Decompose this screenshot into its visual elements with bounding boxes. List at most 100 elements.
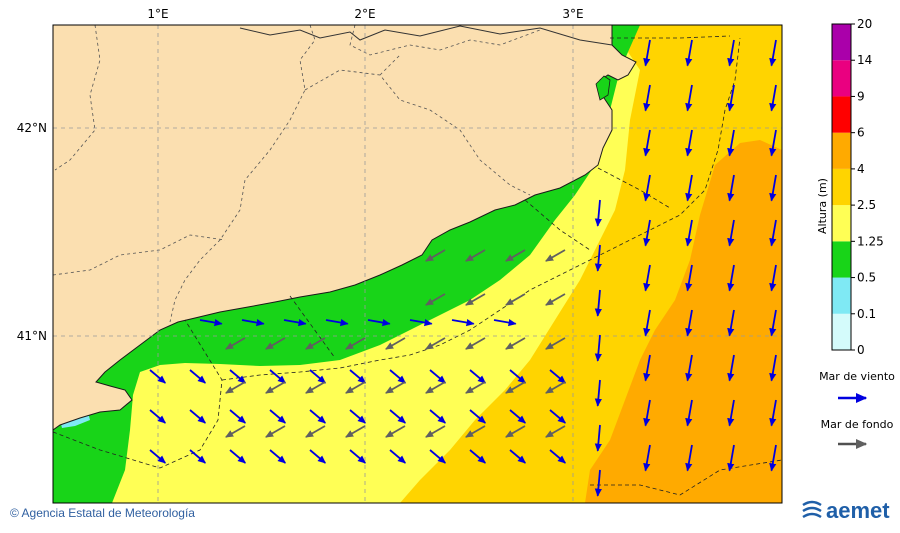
sea-zone-boundary xyxy=(597,167,671,209)
wind-sea-arrow-icon xyxy=(309,409,326,424)
wind-sea-arrow-icon xyxy=(309,369,326,384)
swell-arrow-icon xyxy=(345,425,366,438)
wind-sea-arrow-icon xyxy=(769,129,777,157)
swell-arrow-icon xyxy=(465,293,486,306)
swell-arrow-icon xyxy=(545,293,566,306)
wind-sea-arrow-icon xyxy=(367,319,391,327)
colorbar-segment xyxy=(832,96,851,133)
colorbar-tick-label: 4 xyxy=(857,162,865,176)
wind-sea-arrow-icon xyxy=(429,449,446,464)
wave-direction-arrows xyxy=(149,39,777,497)
wind-sea-arrow-icon xyxy=(349,449,366,464)
wind-sea-arrow-icon xyxy=(469,449,486,464)
wind-sea-arrow-icon xyxy=(769,309,777,337)
wind-sea-arrow-icon xyxy=(727,174,735,202)
aemet-logo-text: aemet xyxy=(826,498,890,523)
wind-sea-arrow-icon xyxy=(389,449,406,464)
wind-sea-arrow-icon xyxy=(769,39,777,67)
colorbar-title: Altura (m) xyxy=(816,178,829,234)
lat-label: 42°N xyxy=(17,121,47,135)
wind-sea-arrow-icon xyxy=(769,219,777,247)
colorbar-tick-label: 14 xyxy=(857,53,872,67)
swell-arrow-icon xyxy=(465,249,486,262)
swell-arrow-icon xyxy=(425,293,446,306)
wind-sea-arrow-icon xyxy=(727,219,735,247)
wind-sea-arrow-icon xyxy=(685,219,693,247)
colorbar-tick-label: 0.5 xyxy=(857,271,876,285)
colorbar-tick-label: 0 xyxy=(857,343,865,357)
swell-arrow-icon xyxy=(505,425,526,438)
swell-arrow-icon xyxy=(505,381,526,394)
swell-arrow-icon xyxy=(545,337,566,350)
wind-sea-arrow-icon xyxy=(349,369,366,384)
swell-arrow-icon xyxy=(265,425,286,438)
colorbar-segment xyxy=(832,277,851,314)
colorbar: 0 0.1 0.5 1.25 2.5 4 6 9 14 20 xyxy=(831,17,884,357)
lon-label: 2°E xyxy=(354,7,375,21)
sea-zone-boundary xyxy=(610,35,731,39)
wind-sea-arrow-icon xyxy=(643,84,651,112)
province-border xyxy=(379,54,401,76)
swell-arrow-icon xyxy=(225,425,246,438)
wind-sea-arrow-icon xyxy=(549,449,566,464)
wind-sea-arrow-icon xyxy=(189,449,206,464)
lat-label: 41°N xyxy=(17,329,47,343)
colorbar-tick-label: 6 xyxy=(857,126,865,140)
sea-zone-boundary xyxy=(221,37,741,381)
wind-sea-arrow-icon xyxy=(429,409,446,424)
swell-arrow-icon xyxy=(225,381,246,394)
colorbar-segment xyxy=(832,168,851,206)
sea-zone-boundary xyxy=(590,459,782,496)
aemet-logo: aemet xyxy=(800,498,890,524)
wind-sea-arrow-icon xyxy=(189,369,206,384)
swell-arrow-icon xyxy=(385,425,406,438)
wind-sea-arrow-icon xyxy=(509,409,526,424)
wind-sea-arrow-icon xyxy=(769,264,777,292)
colorbar-segment xyxy=(832,132,851,169)
coast-band-pocket xyxy=(595,75,611,101)
colorbar-segment xyxy=(832,24,851,61)
colorbar-segment xyxy=(832,313,851,350)
province-border xyxy=(304,69,531,196)
wind-sea-arrow-icon xyxy=(549,369,566,384)
legend-wind-sea-label: Mar de viento xyxy=(819,370,895,383)
wind-sea-arrow-icon xyxy=(643,399,651,427)
sea-zone-boundary xyxy=(289,295,336,359)
swell-arrow-icon xyxy=(225,337,246,350)
wind-sea-arrow-icon xyxy=(309,449,326,464)
wind-sea-arrow-icon xyxy=(685,444,693,472)
colorbar-tick-label: 1.25 xyxy=(857,234,884,248)
swell-arrow-icon xyxy=(425,425,446,438)
wind-sea-arrow-icon xyxy=(469,409,486,424)
swell-arrow-icon xyxy=(425,249,446,262)
swell-arrow-icon xyxy=(265,381,286,394)
wind-sea-arrow-icon xyxy=(229,449,246,464)
wind-sea-arrow-icon xyxy=(594,244,602,272)
wind-sea-arrow-icon xyxy=(727,39,735,67)
wind-sea-arrow-icon xyxy=(451,319,475,327)
colorbar-tick-label: 20 xyxy=(857,17,872,31)
map-frame xyxy=(52,24,783,504)
sea-zone-boundary xyxy=(524,199,591,251)
wind-sea-arrow-icon xyxy=(769,84,777,112)
swell-arrow-icon xyxy=(505,293,526,306)
province-border xyxy=(53,234,226,276)
swell-arrow-icon xyxy=(425,337,446,350)
swell-arrow-icon xyxy=(545,381,566,394)
swell-arrow-icon xyxy=(545,249,566,262)
wind-sea-arrow-icon xyxy=(469,369,486,384)
wind-sea-arrow-icon xyxy=(685,264,693,292)
wind-sea-arrow-icon xyxy=(685,39,693,67)
wind-sea-arrow-icon xyxy=(769,354,777,382)
wind-sea-arrow-icon xyxy=(594,469,602,497)
wind-sea-arrow-icon xyxy=(643,129,651,157)
swell-arrow-icon xyxy=(465,337,486,350)
wind-sea-arrow-icon xyxy=(685,84,693,112)
swell-arrow-icon xyxy=(305,381,326,394)
wind-sea-arrow-icon xyxy=(283,319,307,327)
wind-sea-arrow-icon xyxy=(349,409,366,424)
wind-sea-arrow-icon xyxy=(269,369,286,384)
lon-label: 1°E xyxy=(147,7,168,21)
wind-sea-arrow-icon xyxy=(727,309,735,337)
credit-text: © Agencia Estatal de Meteorología xyxy=(10,506,195,520)
